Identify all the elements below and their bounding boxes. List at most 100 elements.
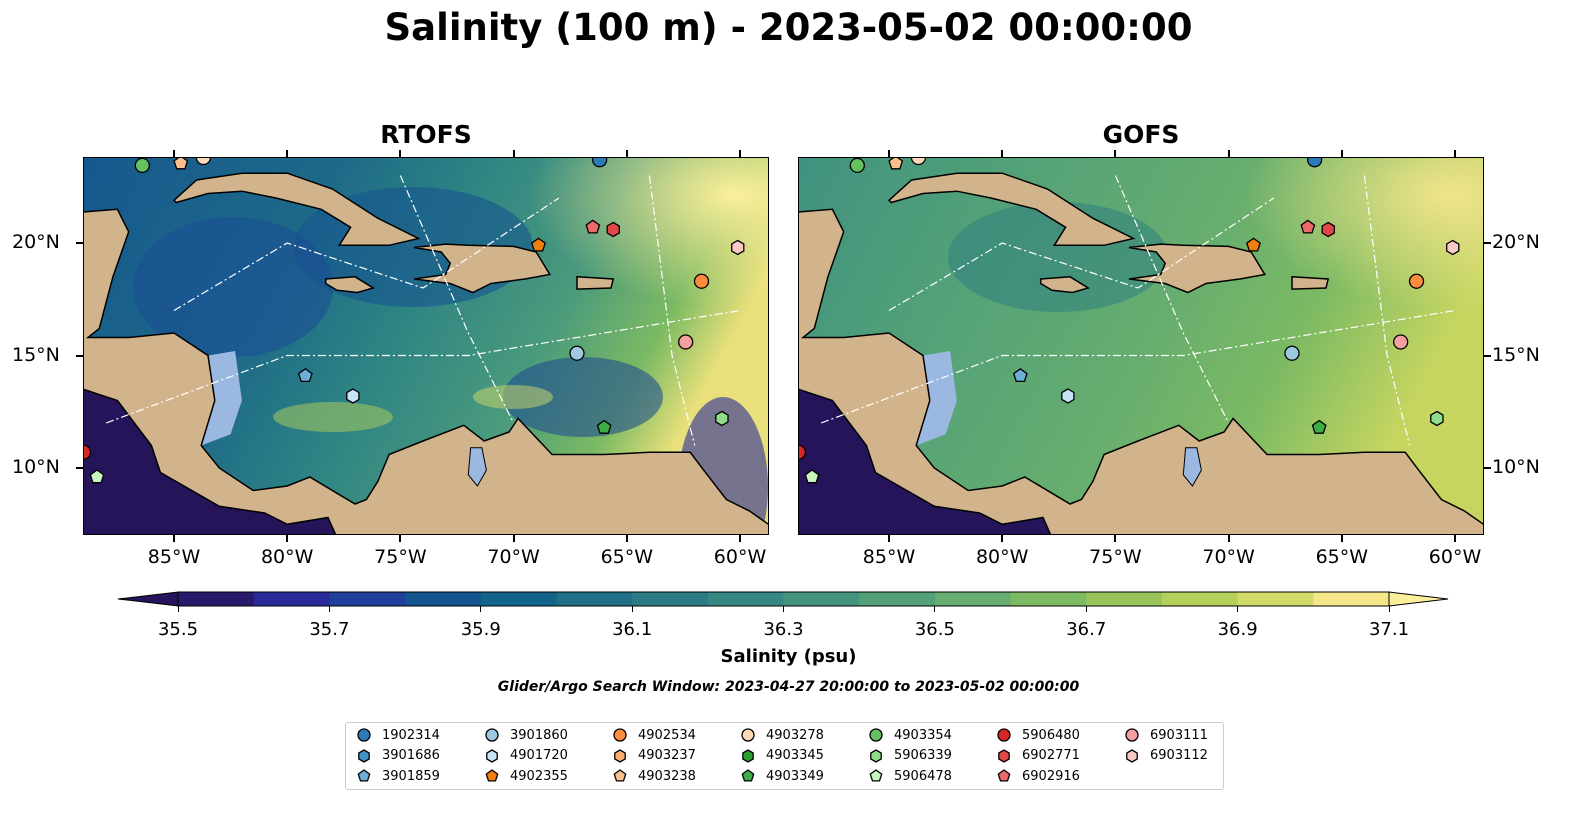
legend-label: 6902771 bbox=[1022, 748, 1080, 763]
map-frame bbox=[798, 157, 1484, 535]
legend-marker-circle-icon bbox=[997, 728, 1011, 742]
float-marker-4903349 bbox=[596, 419, 612, 434]
float-marker-4903354 bbox=[849, 157, 865, 174]
salinity-eddy bbox=[133, 217, 333, 357]
legend-item: 5906480 bbox=[996, 725, 1080, 745]
legend-label: 4902534 bbox=[638, 727, 696, 743]
colorbar-tick-label: 36.1 bbox=[612, 619, 653, 640]
eez-boundary bbox=[173, 197, 560, 312]
lon-tick-mark bbox=[399, 150, 402, 157]
legend-item: 6902771 bbox=[996, 746, 1080, 766]
legend-item: 5906339 bbox=[868, 746, 952, 766]
lon-tick-mark bbox=[888, 535, 890, 542]
colorbar-bin bbox=[1161, 592, 1239, 606]
colorbar-tick-mark bbox=[328, 606, 330, 612]
map-rtofs[interactable] bbox=[83, 157, 769, 535]
puerto-rico bbox=[576, 276, 615, 290]
eez-boundary bbox=[105, 309, 741, 424]
legend-item: 4903278 bbox=[740, 725, 824, 745]
lon-tick-label: 80°W bbox=[975, 546, 1029, 568]
legend-marker-hexagon-icon bbox=[870, 748, 882, 763]
legend-item: 4903237 bbox=[612, 746, 696, 766]
legend-item: 4903349 bbox=[740, 766, 824, 786]
lon-tick-label: 70°W bbox=[1202, 546, 1255, 568]
salinity-eddy bbox=[503, 357, 663, 437]
float-marker-4903238 bbox=[173, 157, 189, 170]
float-marker-6902771 bbox=[606, 221, 620, 238]
legend-marker-hexagon-icon bbox=[614, 748, 626, 763]
float-marker-4902355 bbox=[531, 237, 546, 252]
legend-label: 3901859 bbox=[382, 768, 440, 784]
lon-tick-mark bbox=[173, 150, 175, 157]
legend-marker-circle-icon bbox=[1125, 728, 1139, 742]
map-gofs[interactable] bbox=[798, 157, 1484, 535]
float-marker-1902314 bbox=[1306, 157, 1323, 168]
lon-tick-mark bbox=[739, 150, 741, 157]
mainland bbox=[798, 208, 1484, 535]
colorbar-tick-label: 37.1 bbox=[1368, 619, 1410, 640]
lon-tick-mark bbox=[739, 535, 741, 542]
lon-tick-mark bbox=[1454, 535, 1456, 542]
lat-tick-label: 10°N bbox=[1492, 456, 1540, 478]
legend-marker-circle-icon bbox=[741, 728, 755, 742]
colorbar-bin bbox=[859, 592, 936, 606]
legend-marker-pentagon-icon bbox=[869, 769, 883, 782]
legend-marker-hexagon-icon bbox=[358, 748, 370, 763]
legend-marker-circle-icon bbox=[869, 728, 883, 742]
figure-title: Salinity (100 m) - 2023-05-02 00:00:00 bbox=[384, 6, 1193, 49]
mainland bbox=[83, 208, 769, 535]
map-frame bbox=[83, 157, 769, 535]
legend-label: 3901686 bbox=[382, 748, 440, 763]
colorbar-tick-label: 35.9 bbox=[460, 619, 501, 640]
lon-tick-label: 85°W bbox=[862, 546, 916, 568]
lon-tick-mark bbox=[1227, 535, 1230, 542]
colorbar bbox=[117, 591, 1449, 607]
lat-tick-mark bbox=[76, 467, 83, 469]
lon-tick-mark bbox=[286, 150, 289, 157]
colorbar-tick-mark bbox=[934, 606, 936, 612]
float-marker-6902771 bbox=[1321, 221, 1335, 238]
colorbar-bin bbox=[480, 592, 557, 606]
float-marker-1902314 bbox=[591, 157, 608, 168]
legend-item: 6903111 bbox=[1124, 725, 1208, 745]
colorbar-tick-mark bbox=[480, 606, 482, 612]
legend-marker-circle-icon bbox=[485, 728, 499, 742]
hispaniola bbox=[1128, 243, 1267, 294]
colorbar-bin bbox=[934, 592, 1012, 606]
lon-tick-mark bbox=[625, 150, 628, 157]
legend-marker-pentagon-icon bbox=[741, 769, 755, 782]
colorbar-bin bbox=[783, 592, 860, 606]
legend-marker-hexagon-icon bbox=[486, 748, 498, 763]
legend-label: 4903237 bbox=[638, 748, 696, 763]
legend-item: 4903345 bbox=[740, 746, 824, 766]
cuba bbox=[887, 172, 1136, 247]
search-window-text: Glider/Argo Search Window: 2023-04-27 20… bbox=[497, 679, 1080, 695]
lon-tick-label: 75°W bbox=[374, 546, 427, 568]
hispaniola bbox=[413, 243, 552, 294]
lon-tick-mark bbox=[512, 150, 515, 157]
colorbar-tick-mark bbox=[631, 606, 633, 612]
colorbar-tick-label: 36.7 bbox=[1066, 619, 1107, 640]
legend-item: 3901686 bbox=[356, 746, 440, 766]
legend-item: 6903112 bbox=[1124, 746, 1208, 766]
colorbar-over-extension bbox=[1388, 591, 1449, 607]
colorbar-bin bbox=[1237, 592, 1314, 606]
lon-tick-mark bbox=[286, 535, 289, 542]
salinity-filament bbox=[273, 402, 393, 432]
lon-tick-mark bbox=[1227, 150, 1230, 157]
float-marker-4902534 bbox=[693, 273, 710, 289]
colorbar-tick-mark bbox=[783, 606, 784, 612]
lat-tick-mark bbox=[76, 242, 83, 244]
legend-label: 4901720 bbox=[510, 748, 568, 763]
float-marker-6902916 bbox=[585, 219, 601, 234]
legend-marker-circle-icon bbox=[613, 728, 627, 742]
float-marker-4903349 bbox=[1311, 419, 1327, 434]
float-marker-4902355 bbox=[1246, 237, 1261, 252]
colorbar-tick-label: 36.5 bbox=[914, 619, 955, 640]
legend-marker-hexagon-icon bbox=[998, 748, 1010, 763]
legend-label: 6903112 bbox=[1150, 748, 1208, 763]
legend-item: 3901860 bbox=[484, 725, 568, 745]
eez-boundary bbox=[820, 309, 1456, 424]
colorbar-bin bbox=[329, 592, 406, 606]
legend-label: 5906339 bbox=[894, 748, 952, 763]
